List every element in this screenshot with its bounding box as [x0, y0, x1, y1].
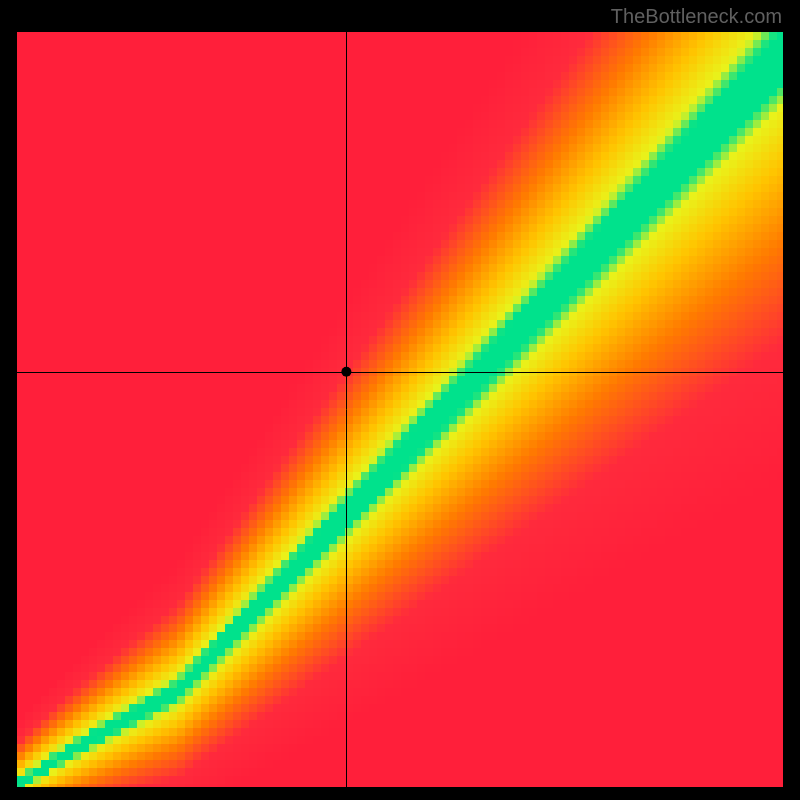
chart-container: TheBottleneck.com — [0, 0, 800, 800]
crosshair-overlay — [0, 0, 800, 800]
watermark-text: TheBottleneck.com — [611, 6, 782, 29]
